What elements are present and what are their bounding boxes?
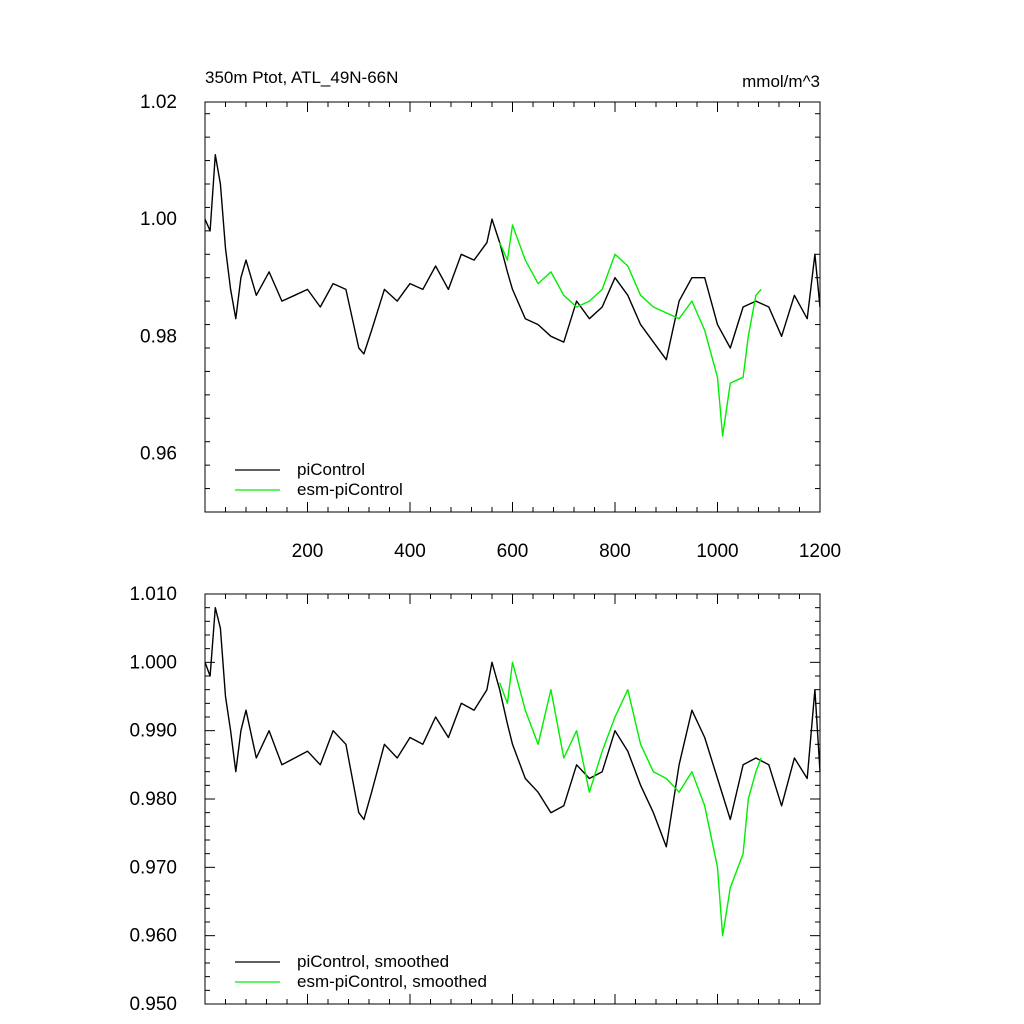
y-tick-label: 0.970 — [129, 857, 177, 878]
upper-panel-ticks — [205, 102, 821, 513]
y-tick-label: 0.990 — [129, 721, 177, 742]
upper-panel-units: mmol/m^3 — [742, 72, 820, 91]
series-line-esm-picontrol — [499, 224, 762, 437]
upper-panel-legend: piControl esm-piControl — [235, 460, 403, 499]
lower-panel: 0.950 0.960 0.970 0.980 0.990 1.000 1.010 piCo… — [129, 584, 821, 1015]
y-tick-label: 0.960 — [129, 926, 177, 947]
upper-panel-x-tick-labels: 200 400 600 800 1000 1200 — [292, 541, 841, 562]
lower-panel-ticks — [205, 593, 821, 1005]
series-line-esm-picontrol-smoothed — [499, 661, 762, 937]
x-tick-label: 1200 — [799, 541, 841, 562]
legend-label-picontrol-smoothed: piControl, smoothed — [297, 952, 449, 971]
y-tick-label: 0.98 — [140, 326, 177, 347]
series-line-picontrol-smoothed — [204, 607, 821, 848]
x-tick-label: 400 — [394, 541, 426, 562]
upper-panel-lines — [204, 153, 821, 437]
y-tick-label: 1.02 — [140, 92, 177, 113]
y-tick-label: 1.00 — [140, 209, 177, 230]
y-tick-label: 1.010 — [129, 584, 177, 605]
upper-panel-y-tick-labels: 0.96 0.98 1.00 1.02 — [140, 92, 177, 464]
y-tick-label: 0.96 — [140, 443, 177, 464]
lower-panel-frame — [204, 593, 821, 1005]
series-line-picontrol — [204, 153, 821, 361]
legend-label-esm-picontrol: esm-piControl — [297, 480, 403, 499]
x-tick-label: 600 — [497, 541, 529, 562]
upper-panel-title: 350m Ptot, ATL_49N-66N — [205, 68, 398, 87]
y-tick-label: 1.000 — [129, 652, 177, 673]
upper-panel: 350m Ptot, ATL_49N-66N mmol/m^3 0.96 0.98… — [140, 68, 841, 562]
y-tick-label: 0.980 — [129, 789, 177, 810]
legend-label-esm-picontrol-smoothed: esm-piControl, smoothed — [297, 972, 487, 991]
lower-panel-legend: piControl, smoothed esm-piControl, smoot… — [235, 952, 487, 991]
x-tick-label: 1000 — [696, 541, 738, 562]
x-tick-label: 200 — [292, 541, 324, 562]
upper-panel-frame — [204, 101, 821, 513]
lower-panel-lines — [204, 607, 821, 937]
legend-label-picontrol: piControl — [297, 460, 365, 479]
lower-panel-y-tick-labels: 0.950 0.960 0.970 0.980 0.990 1.000 1.010 — [129, 584, 177, 1015]
x-tick-label: 800 — [599, 541, 631, 562]
y-tick-label: 0.950 — [129, 994, 177, 1015]
